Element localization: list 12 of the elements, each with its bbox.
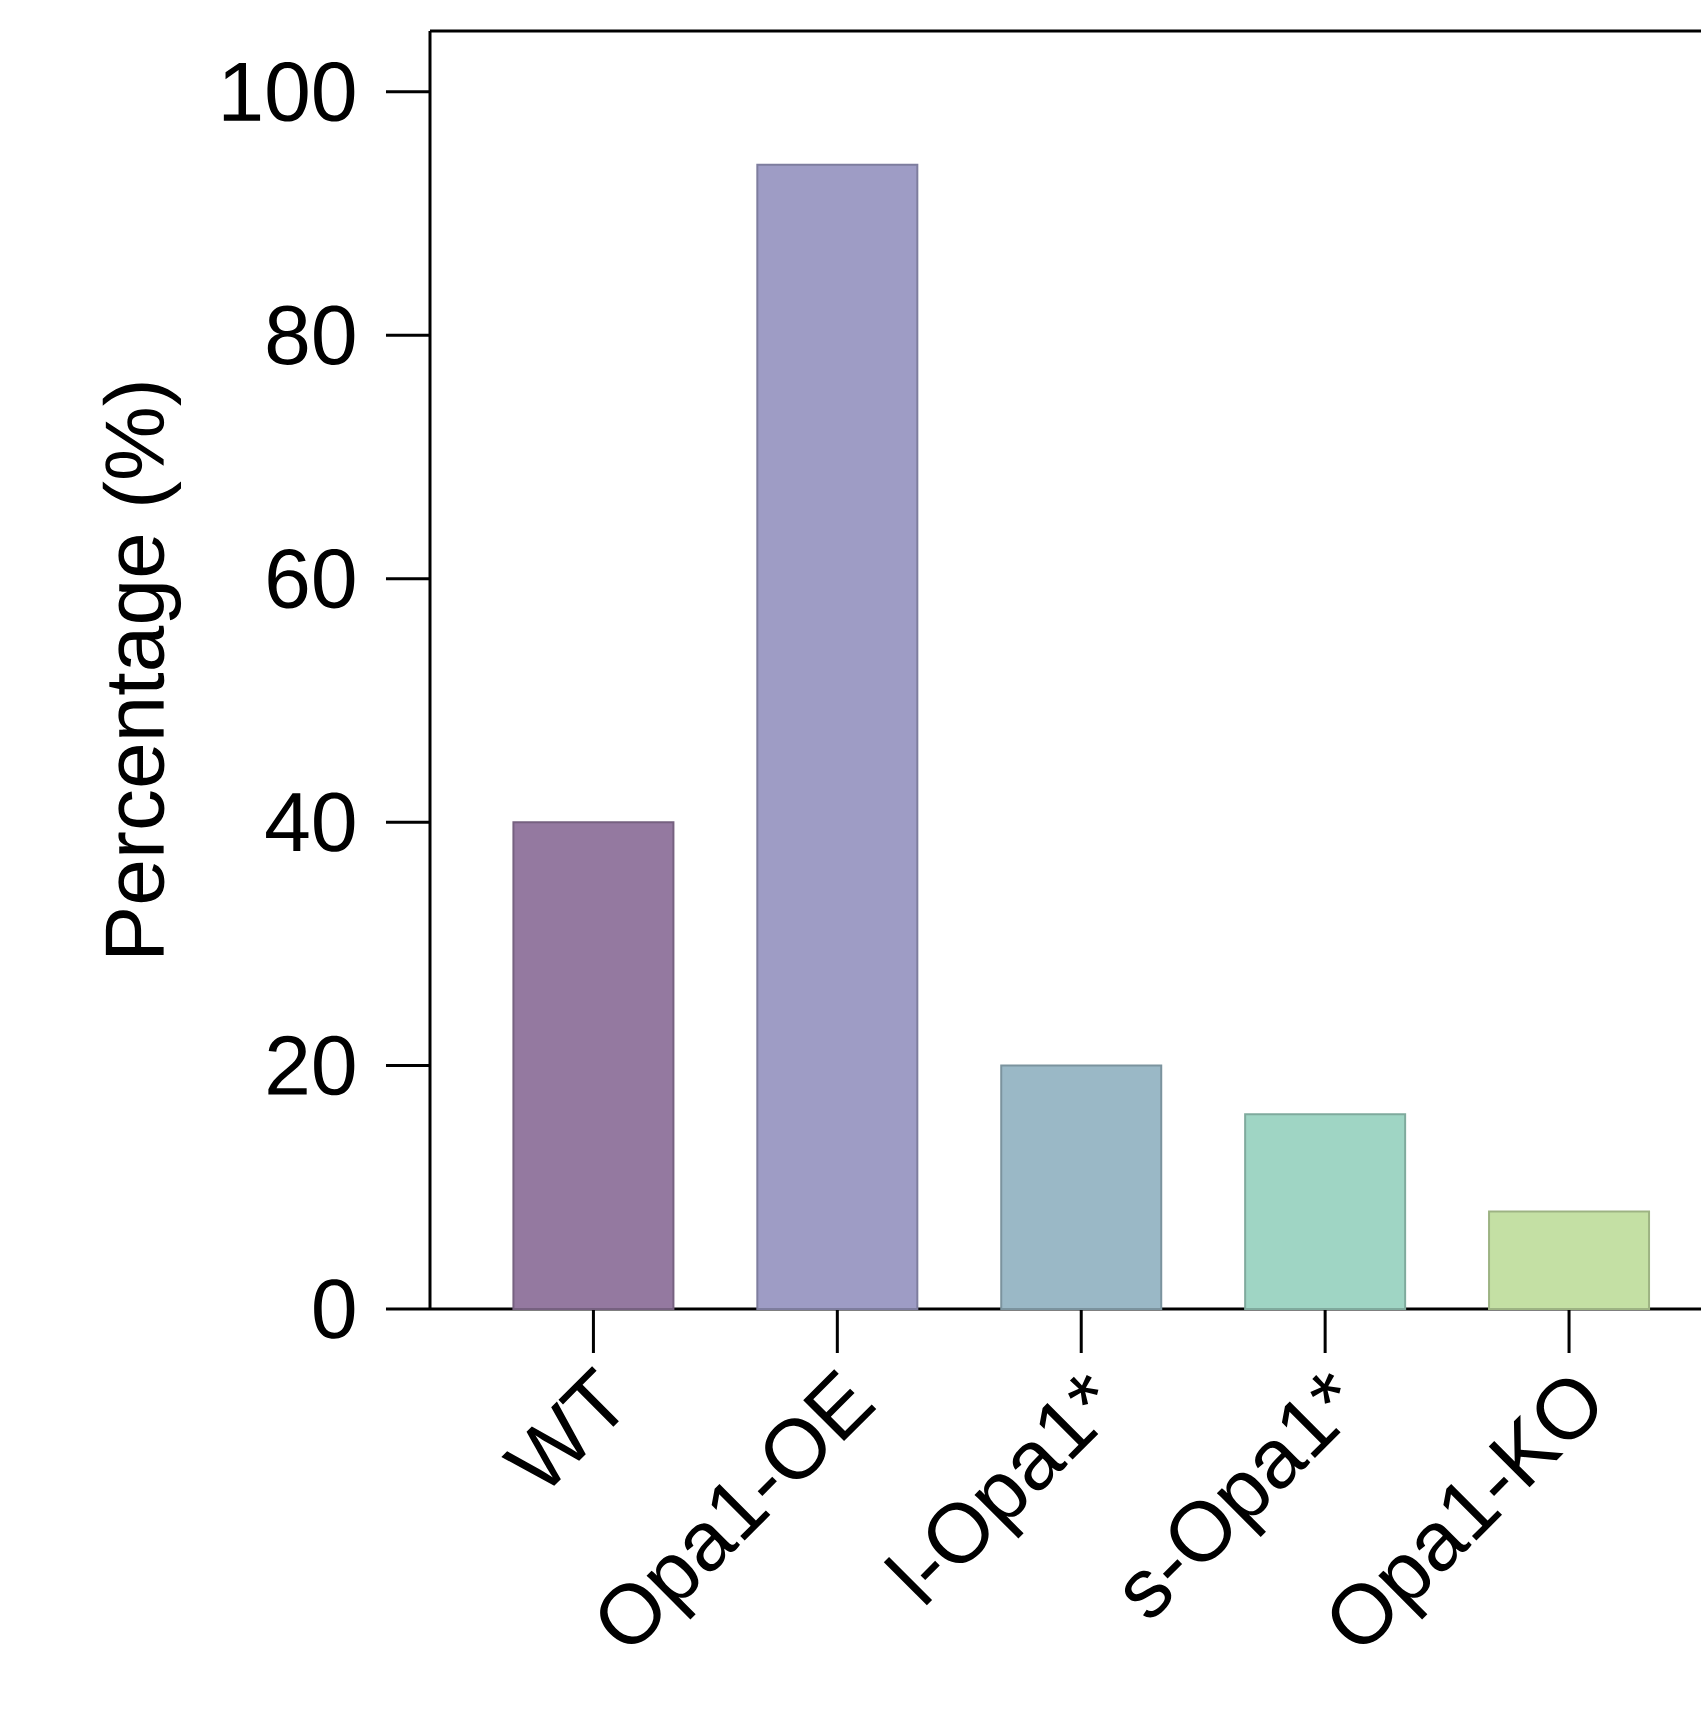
y-tick-label: 100: [223, 62, 355, 122]
y-tick-label: 0: [314, 1279, 355, 1339]
bar: [512, 821, 675, 1310]
y-tick-label: 20: [268, 1035, 355, 1096]
bar: [1000, 1064, 1163, 1310]
bar: [1488, 1210, 1651, 1310]
y-axis-title: Percentage (%): [102, 383, 182, 955]
y-tick-label: 60: [268, 548, 355, 609]
y-tick-label: 40: [266, 792, 355, 852]
bar: [756, 163, 919, 1310]
y-tick-label: 80: [267, 305, 355, 365]
bar: [1244, 1113, 1407, 1310]
